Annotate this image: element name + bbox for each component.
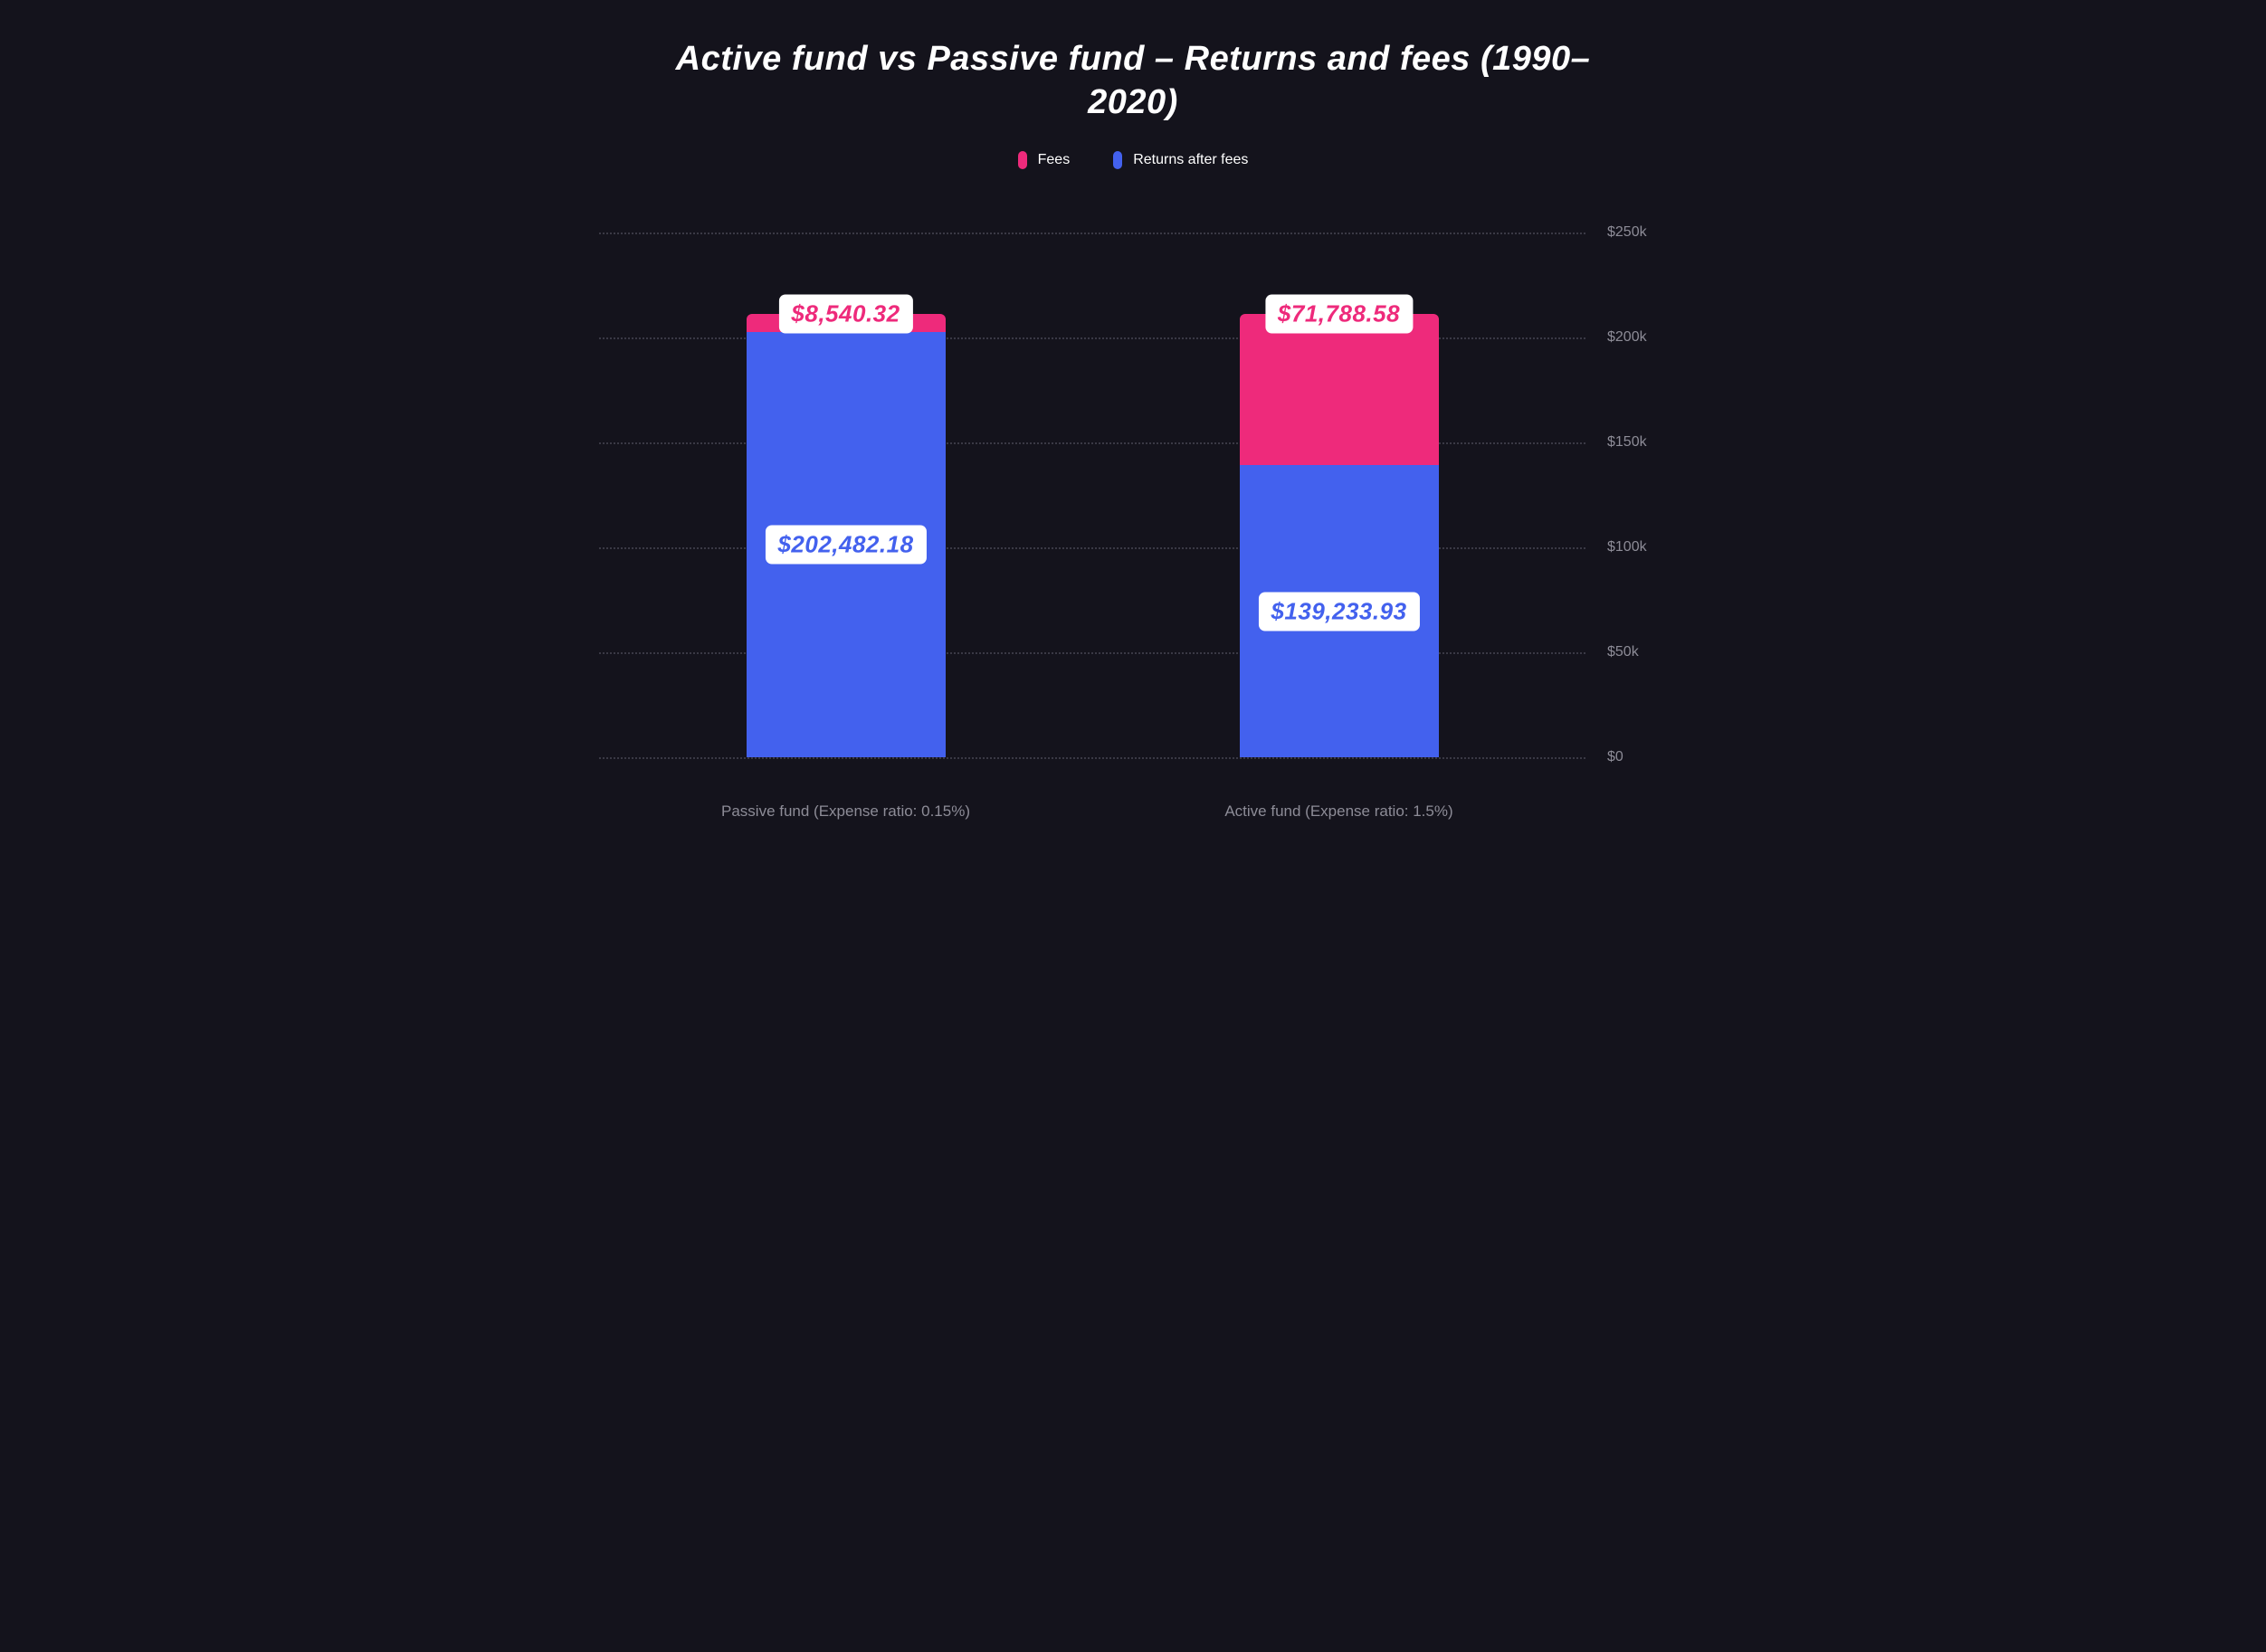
x-tick-label: Active fund (Expense ratio: 1.5%) <box>1092 802 1585 821</box>
legend-label-returns: Returns after fees <box>1133 152 1248 168</box>
legend: Fees Returns after fees <box>54 151 2212 169</box>
y-tick-label: $100k <box>1595 539 1667 555</box>
value-badge-fees: $8,540.32 <box>778 295 912 334</box>
legend-swatch-returns <box>1113 151 1122 169</box>
value-badge-returns: $202,482.18 <box>765 526 926 565</box>
legend-item-fees: Fees <box>1018 151 1071 169</box>
x-tick-label: Passive fund (Expense ratio: 0.15%) <box>599 802 1092 821</box>
y-tick-label: $200k <box>1595 329 1667 346</box>
bar-segment-fees <box>1240 314 1439 465</box>
legend-item-returns: Returns after fees <box>1113 151 1248 169</box>
bar: $8,540.32$202,482.18 <box>747 314 946 757</box>
chart: $0$50k$100k$150k$200k$250k$8,540.32$202,… <box>599 233 1667 821</box>
legend-swatch-fees <box>1018 151 1027 169</box>
value-badge-fees: $71,788.58 <box>1265 295 1413 334</box>
y-tick-label: $150k <box>1595 434 1667 451</box>
x-axis: Passive fund (Expense ratio: 0.15%)Activ… <box>599 802 1585 821</box>
y-tick-label: $250k <box>1595 224 1667 241</box>
bar: $71,788.58$139,233.93 <box>1240 314 1439 757</box>
y-tick-label: $50k <box>1595 644 1667 660</box>
gridline <box>599 757 1585 759</box>
bar-slot: $8,540.32 $202,482.18 <box>599 233 1092 757</box>
plot-area: $0$50k$100k$150k$200k$250k$8,540.32$202,… <box>599 233 1585 757</box>
bars-layer: $8,540.32 $202,482.18 $71,788.58 $139,233.9… <box>599 233 1585 757</box>
value-badge-returns: $139,233.93 <box>1258 592 1419 631</box>
bar-slot: $71,788.58 $139,233.93 <box>1092 233 1585 757</box>
legend-label-fees: Fees <box>1038 152 1071 168</box>
y-tick-label: $0 <box>1595 749 1667 765</box>
chart-container: Active fund vs Passive fund – Returns an… <box>0 0 2266 875</box>
chart-title: Active fund vs Passive fund – Returns an… <box>658 38 1608 124</box>
